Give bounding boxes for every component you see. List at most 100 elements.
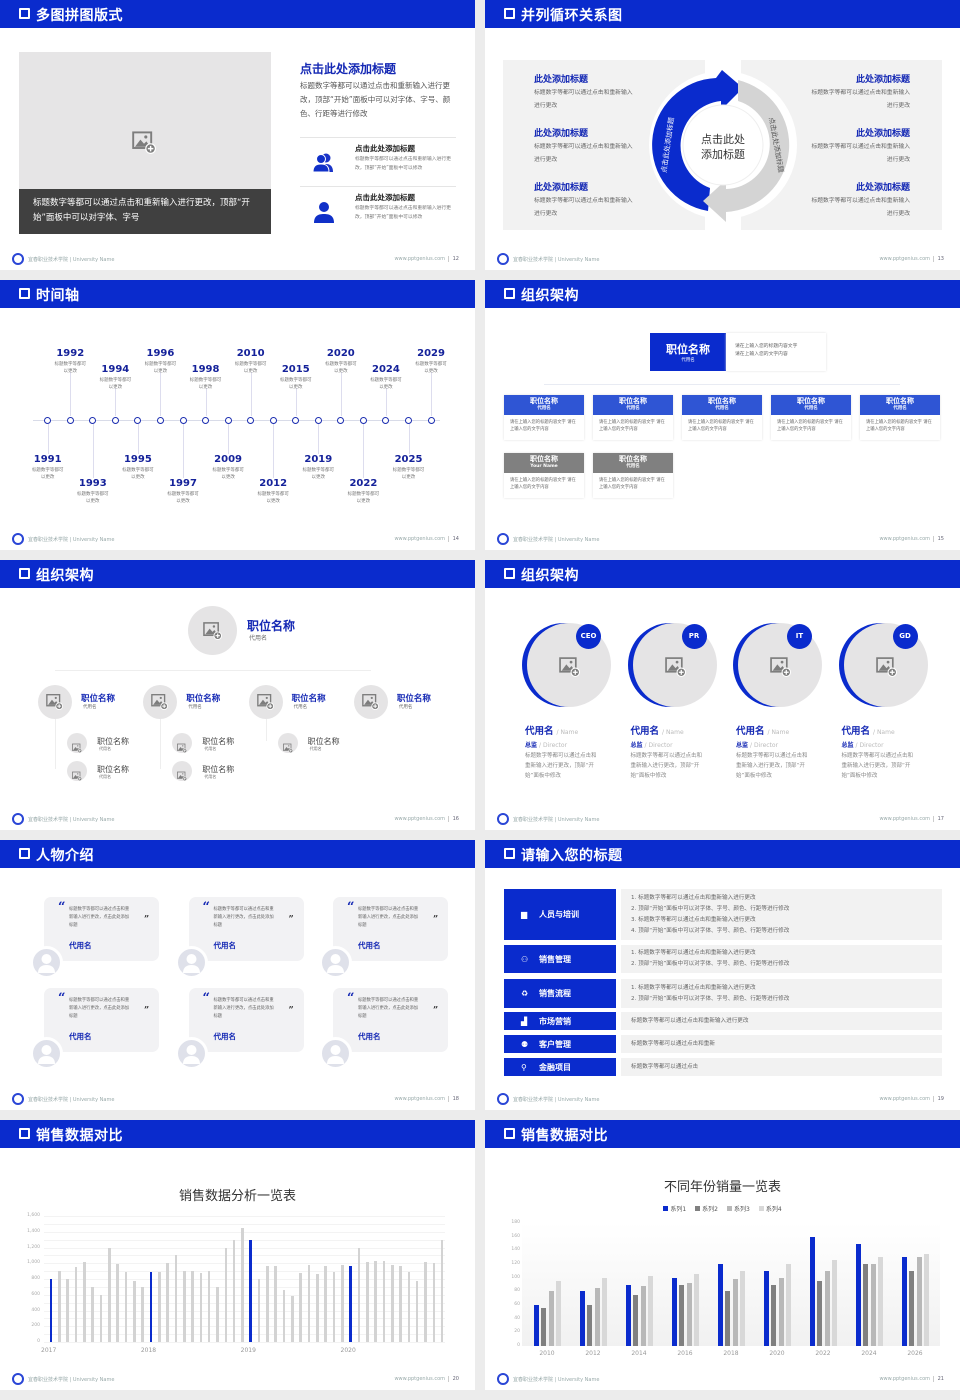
bar[interactable] [199,1272,203,1342]
avatar-placeholder[interactable] [67,733,87,753]
timeline-node[interactable] [66,416,74,424]
slide-s20[interactable]: 销售数据对比 宜春职业技术学院 | University Name www.pptg… [0,1120,475,1390]
bar[interactable] [49,1279,53,1342]
bar[interactable] [241,1227,244,1342]
bar[interactable] [415,1280,419,1342]
bar[interactable] [316,1274,319,1342]
bar-系列2[interactable] [541,1308,547,1346]
bar[interactable] [407,1271,411,1342]
avatar-placeholder[interactable] [67,761,87,781]
bar[interactable] [116,1264,119,1342]
legend-item[interactable]: 系列4 [758,1204,782,1213]
testimonial-card[interactable]: “标题数字等都可以通过点击和重新输入进行更改，点击此处添加标题 ” 代用名 [333,988,448,1052]
bar[interactable] [216,1286,219,1342]
timeline-node[interactable] [405,416,412,424]
slide-s17[interactable]: 组织架构 宜春职业技术学院 | University Name www.pptgen… [485,560,960,830]
bar[interactable] [66,1279,70,1342]
bar-系列3[interactable] [824,1270,830,1346]
testimonial-card[interactable]: “标题数字等都可以通过点击和重新输入进行更改，点击此处添加标题 ” 代用名 [333,897,448,961]
testimonial-card[interactable]: “标题数字等都可以通过点击和重新输入进行更改，点击此处添加标题 ” 代用名 [188,897,304,961]
bar-系列1[interactable] [902,1257,907,1346]
bar[interactable] [182,1271,186,1342]
bar-系列1[interactable] [534,1305,539,1346]
avatar-placeholder[interactable] [143,685,178,719]
timeline-node[interactable] [269,416,277,424]
timeline-node[interactable] [314,416,322,424]
legend-item[interactable]: 系列2 [695,1204,718,1213]
testimonial-card[interactable]: “标题数字等都可以通过点击和重新输入进行更改，点击此处添加标题 ” 代用名 [44,897,159,961]
bar[interactable] [257,1279,261,1342]
bar-系列2[interactable] [863,1264,869,1346]
bar-系列4[interactable] [831,1259,837,1346]
bar[interactable] [266,1266,269,1342]
bar[interactable] [249,1239,253,1342]
position-card[interactable]: 职位名称 代用名 请在上输入您的标题内容文字 请在上输入您的文字内容 [771,395,851,440]
bar-系列1[interactable] [810,1236,815,1346]
bar[interactable] [365,1262,369,1342]
bar[interactable] [299,1273,302,1342]
bar[interactable] [191,1271,194,1342]
bar[interactable] [291,1295,294,1342]
timeline-node[interactable] [359,416,367,424]
timeline-node[interactable] [337,416,345,424]
category-button[interactable]: ♻ 销售流程 [504,979,616,1008]
testimonial-card[interactable]: “标题数字等都可以通过点击和重新输入进行更改，点击此处添加标题 ” 代用名 [188,988,304,1052]
position-card[interactable]: 职位名称 代用名 请在上输入您的标题内容文字 请在上输入您的文字内容 [593,453,673,498]
timeline-node[interactable] [44,416,52,424]
avatar[interactable] [174,1037,208,1070]
timeline-node[interactable] [247,416,255,424]
footer-url[interactable]: www.pptgenius.com [879,536,930,542]
bar-系列1[interactable] [856,1243,861,1346]
timeline-node[interactable] [224,416,232,424]
timeline-node[interactable] [89,416,97,424]
bar[interactable] [58,1271,61,1342]
avatar[interactable] [319,1037,352,1070]
bar-系列3[interactable] [916,1257,922,1346]
bar-系列1[interactable] [580,1291,585,1346]
avatar-placeholder[interactable] [188,606,237,655]
bar[interactable] [440,1239,444,1342]
timeline-node[interactable] [382,416,390,424]
avatar-placeholder[interactable] [38,685,72,719]
bar[interactable] [357,1247,361,1342]
position-card[interactable]: 职位名称 代用名 请在上输入您的标题内容文字 请在上输入您的文字内容 [593,395,673,440]
bar-系列3[interactable] [594,1287,600,1346]
bar-系列4[interactable] [693,1274,699,1346]
timeline-node[interactable] [134,416,142,424]
avatar-placeholder[interactable] [353,685,388,719]
category-button[interactable]: ▆ 人员与培训 [504,889,616,940]
bar-系列4[interactable] [555,1281,561,1346]
footer-url[interactable]: www.pptgenius.com [879,256,930,262]
bar[interactable] [307,1264,311,1342]
position-card[interactable]: 职位名称 代用名 请在上输入您的标题内容文字 请在上输入您的文字内容 [682,395,762,440]
legend-item[interactable]: 系列3 [727,1204,750,1213]
bar[interactable] [374,1260,377,1342]
footer-url[interactable]: www.pptgenius.com [394,1376,445,1382]
bar-系列2[interactable] [909,1270,915,1346]
legend-item[interactable]: 系列1 [663,1204,686,1213]
category-button[interactable]: ▟ 市场营销 [504,1012,616,1030]
bar[interactable] [124,1271,128,1342]
top-position-box[interactable]: 职位名称 代用名 [650,333,726,371]
bar-系列3[interactable] [870,1264,876,1346]
slide-s16[interactable]: 组织架构 宜春职业技术学院 | University Name www.pptgen… [0,560,475,830]
category-button[interactable]: ⚉ 客户管理 [504,1035,616,1053]
avatar-placeholder[interactable] [277,733,298,753]
bar-系列4[interactable] [739,1270,745,1346]
bar[interactable] [83,1262,86,1342]
bar[interactable] [174,1255,178,1342]
footer-url[interactable]: www.pptgenius.com [879,1096,930,1102]
bar[interactable] [432,1263,436,1342]
category-button[interactable]: ⚲ 金融项目 [504,1058,616,1076]
bar[interactable] [282,1290,286,1342]
bar[interactable] [91,1286,94,1342]
bar[interactable] [390,1264,394,1342]
position-card[interactable]: 职位名称 代用名 请在上输入您的标题内容文字 请在上输入您的文字内容 [504,395,584,440]
slide-s19[interactable]: 请输入您的标题 宜春职业技术学院 | University Name www.ppt… [485,840,960,1110]
slide-s14[interactable]: 时间轴 宜春职业技术学院 | University Name www.pptgeni… [0,280,475,550]
slide-s21[interactable]: 销售数据对比 宜春职业技术学院 | University Name www.pptg… [485,1120,960,1390]
bar-系列4[interactable] [601,1278,607,1346]
bar[interactable] [324,1266,327,1342]
bar[interactable] [232,1239,236,1342]
bar[interactable] [424,1262,427,1342]
